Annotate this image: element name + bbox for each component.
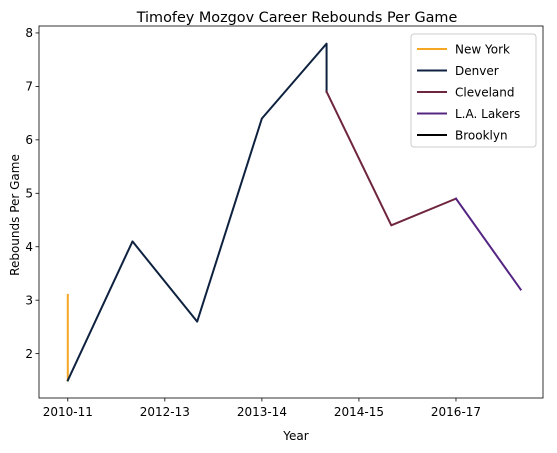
y-tick-label: 5 (25, 187, 33, 201)
x-tick-label: 2014-15 (334, 405, 384, 419)
legend: New York Denver Cleveland L.A. Lakers Brookl… (410, 33, 537, 148)
x-tick-label: 2016-17 (431, 405, 481, 419)
legend-label-l-a-lakers: L.A. Lakers (455, 107, 520, 121)
x-axis-label: Year (282, 429, 308, 443)
x-tick-label: 2010-11 (43, 405, 93, 419)
y-tick-label: 8 (25, 26, 33, 40)
y-tick-label: 7 (25, 80, 33, 94)
legend-box (410, 33, 537, 148)
plot-frame (38, 25, 544, 399)
y-tick-label: 6 (25, 133, 33, 147)
plot-lines (66, 42, 523, 382)
y-axis-ticks: 2 3 4 5 6 7 8 (25, 26, 39, 361)
series-line-cleveland (325, 90, 458, 227)
x-axis-ticks: 2010-11 2012-13 2013-14 2014-15 2016-17 (43, 398, 481, 419)
series-line-l-a-lakers (454, 197, 523, 291)
x-tick-label: 2013-14 (237, 405, 287, 419)
y-tick-label: 3 (25, 293, 33, 307)
x-tick-label: 2012-13 (140, 405, 190, 419)
legend-label-brooklyn: Brooklyn (455, 128, 508, 142)
legend-label-denver: Denver (455, 64, 499, 78)
y-tick-label: 4 (25, 240, 33, 254)
chart-title: Timofey Mozgov Career Rebounds Per Game (136, 10, 458, 26)
legend-label-cleveland: Cleveland (455, 85, 515, 99)
y-axis-label: Rebounds Per Game (8, 154, 22, 276)
legend-label-new-york: New York (455, 42, 510, 56)
y-tick-label: 2 (25, 347, 33, 361)
series-line-denver (66, 42, 328, 382)
